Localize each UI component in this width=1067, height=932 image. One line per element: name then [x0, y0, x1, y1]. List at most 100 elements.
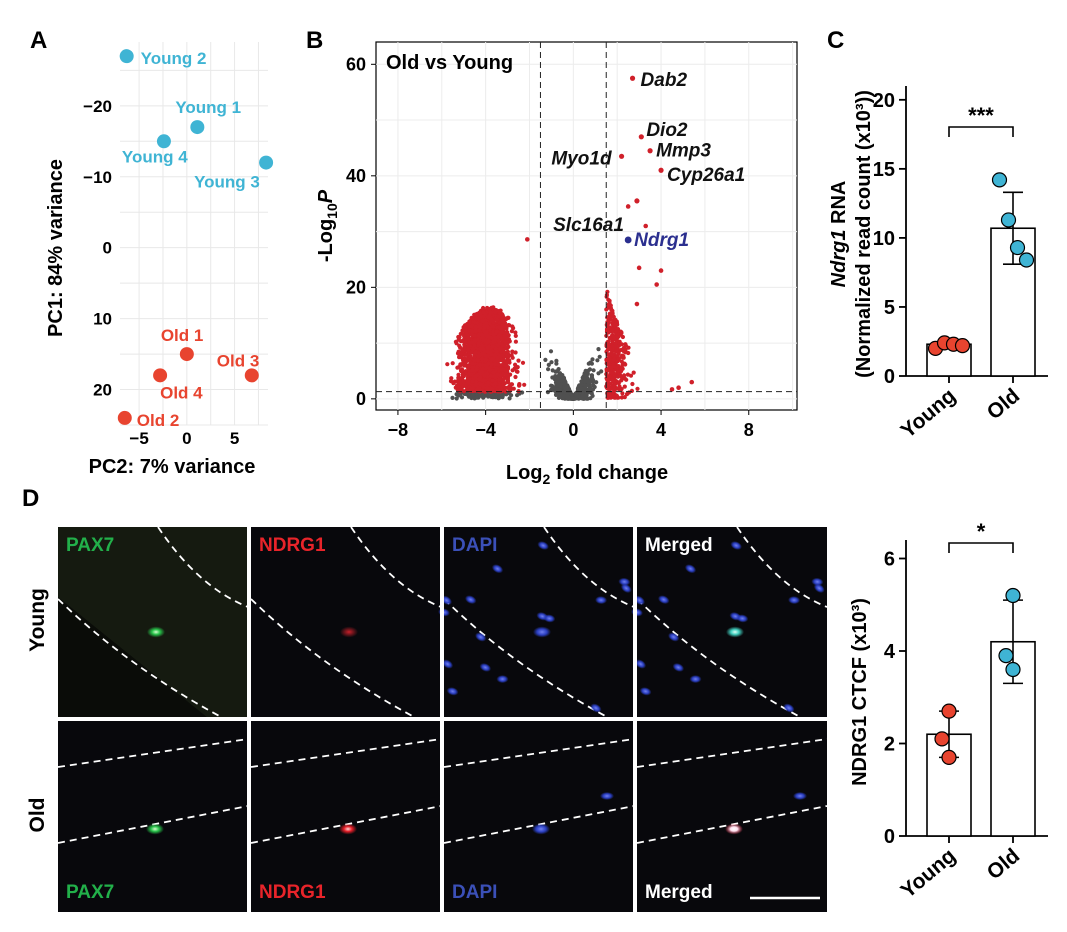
- micrograph-tiles: [57, 526, 828, 912]
- micrograph-satellite-cell: [339, 823, 357, 835]
- volcano-point: [503, 340, 509, 345]
- channel-label-bottom: Merged: [645, 882, 713, 903]
- ndrg1-ctcf-x-tick-label: Old: [983, 844, 1025, 884]
- pca-gridlines: [120, 42, 268, 426]
- volcano-point: [460, 348, 465, 353]
- volcano-point: [496, 395, 502, 400]
- volcano-x-tick-label: 8: [744, 420, 754, 440]
- micrograph-tile: [444, 527, 634, 718]
- volcano-point: [610, 327, 615, 332]
- micrograph-satellite-cell: [726, 626, 744, 638]
- volcano-point: [466, 347, 471, 352]
- volcano-point: [510, 326, 516, 331]
- micrograph-fiber-border: [736, 526, 828, 608]
- volcano-point: [470, 368, 475, 373]
- micrograph-satellite-cell: [146, 823, 164, 835]
- volcano-y-tick-label: 0: [356, 389, 366, 409]
- volcano-point: [486, 344, 491, 349]
- volcano-point: [615, 395, 620, 400]
- volcano-ticks: −8 −4 0 4 8 0 20 40 60: [346, 54, 754, 440]
- volcano-point: [491, 305, 496, 310]
- volcano-point: [615, 335, 620, 340]
- ndrg1-ctcf-y-axis-label: NDRG1 CTCF (x10³): [849, 598, 871, 786]
- volcano-point: [456, 372, 461, 377]
- volcano-point: [619, 331, 624, 336]
- volcano-point: [477, 392, 482, 397]
- volcano-point: [611, 334, 616, 339]
- pca-point-label: Old 1: [161, 326, 204, 345]
- volcano-point: [616, 374, 621, 379]
- micrograph-nucleus: [479, 663, 492, 672]
- volcano-point: [496, 335, 501, 340]
- volcano-point: [619, 365, 625, 370]
- volcano-point: [463, 352, 468, 357]
- volcano-point: [596, 371, 601, 376]
- volcano-point: [467, 340, 472, 345]
- volcano-point: [470, 379, 475, 384]
- volcano-point: [605, 368, 611, 373]
- volcano-point: [499, 330, 504, 335]
- volcano-point: [455, 379, 460, 384]
- volcano-point: [575, 394, 580, 399]
- micrograph-nucleus: [788, 596, 801, 605]
- volcano-point: [511, 386, 516, 391]
- volcano-point: [497, 385, 502, 390]
- volcano-point: [470, 316, 475, 321]
- pca-y-axis-label: PC1: 84% variance: [45, 159, 67, 337]
- volcano-point: [466, 372, 471, 377]
- volcano-point: [630, 381, 635, 387]
- volcano-point: [473, 338, 478, 343]
- volcano-point: [597, 354, 602, 359]
- volcano-point: [481, 310, 486, 315]
- volcano-point: [485, 385, 490, 390]
- volcano-point: [613, 317, 618, 322]
- volcano-point: [558, 384, 563, 389]
- pca-x-axis-label: PC2: 7% variance: [89, 456, 256, 478]
- volcano-point: [594, 380, 599, 385]
- volcano-point: [580, 392, 586, 397]
- volcano-point: [470, 394, 475, 399]
- volcano-point: [486, 339, 491, 344]
- micrograph-nucleus: [496, 675, 509, 684]
- channel-label-top: Merged: [645, 535, 713, 556]
- pca-y-tick-label: 0: [103, 239, 112, 258]
- volcano-point: [606, 330, 611, 335]
- volcano-point: [506, 354, 511, 359]
- volcano-point: [615, 369, 620, 374]
- volcano-point: [613, 349, 618, 354]
- volcano-point: [502, 351, 507, 356]
- ndrg1-ctcf-data-point: [934, 731, 950, 747]
- micrograph-nucleus: [813, 583, 825, 594]
- volcano-point: [510, 349, 515, 355]
- volcano-point: [503, 385, 508, 390]
- volcano-outlier-point: [634, 301, 640, 307]
- volcano-point: [617, 339, 622, 344]
- ndrg1-rna-bar-chart: 0 5 10 15 20 Young Old *** Ndrg1 RNA (Normaliz…: [828, 86, 1048, 443]
- volcano-point: [626, 350, 631, 356]
- volcano-point: [562, 382, 567, 387]
- volcano-point: [489, 317, 494, 322]
- volcano-gene-label: Dab2: [641, 70, 688, 91]
- volcano-outlier-point: [524, 237, 530, 242]
- volcano-point: [474, 367, 479, 372]
- pca-point-label: Old 4: [160, 383, 203, 402]
- volcano-point: [612, 341, 618, 346]
- volcano-point: [505, 315, 510, 320]
- volcano-point: [469, 324, 474, 329]
- volcano-point: [489, 357, 495, 362]
- micrograph-fiber-border: [250, 738, 442, 768]
- volcano-point: [461, 379, 466, 384]
- ndrg1-rna-data-point: [991, 172, 1008, 188]
- channel-label-top: DAPI: [452, 535, 497, 556]
- volcano-point: [548, 383, 554, 388]
- volcano-point: [616, 356, 622, 361]
- volcano-outlier-point: [658, 268, 664, 273]
- volcano-point: [590, 376, 595, 382]
- ndrg1-rna-y-axis-label: Ndrg1 RNA: [828, 181, 850, 288]
- volcano-point: [612, 387, 617, 392]
- micrograph-fiber-border: [443, 738, 635, 768]
- pca-y-tick-label: −20: [83, 97, 112, 116]
- ndrg1-ctcf-y-tick-label: 2: [884, 734, 895, 756]
- pca-point: [153, 368, 168, 383]
- volcano-gene-label: Slc16a1: [553, 215, 624, 236]
